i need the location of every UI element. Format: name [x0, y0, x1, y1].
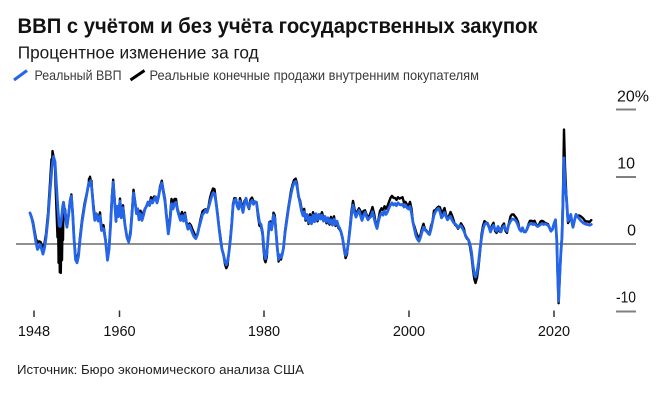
- svg-text:Реальный ВВП: Реальный ВВП: [35, 67, 122, 83]
- svg-text:Процентное изменение за год: Процентное изменение за год: [18, 43, 259, 63]
- svg-text:Реальные конечные продажи внут: Реальные конечные продажи внутренним пок…: [150, 67, 480, 83]
- svg-text:-10: -10: [616, 290, 636, 307]
- svg-text:1948: 1948: [18, 324, 50, 340]
- svg-text:2000: 2000: [393, 324, 425, 340]
- svg-text:20%: 20%: [617, 89, 649, 106]
- svg-text:2020: 2020: [538, 324, 570, 340]
- svg-text:1960: 1960: [103, 324, 135, 340]
- svg-text:0: 0: [627, 223, 636, 240]
- svg-text:ВВП с учётом и без учёта госуд: ВВП с учётом и без учёта государственных…: [18, 15, 538, 38]
- svg-text:1980: 1980: [248, 324, 280, 340]
- svg-text:10: 10: [617, 156, 635, 173]
- svg-text:Источник: Бюро экономического: Источник: Бюро экономического анализа СШ…: [17, 363, 305, 377]
